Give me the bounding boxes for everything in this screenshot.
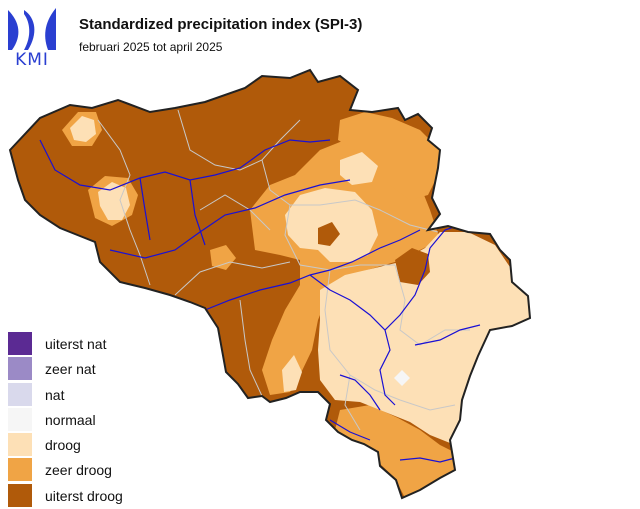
legend-swatch bbox=[8, 332, 32, 355]
legend-swatch bbox=[8, 407, 32, 431]
very-dry-zone-central-spot bbox=[210, 245, 236, 270]
dry-zone-coast bbox=[70, 116, 96, 142]
legend-swatch bbox=[8, 483, 32, 507]
legend-swatch bbox=[8, 433, 32, 457]
dry-zone-namur bbox=[282, 355, 302, 392]
dry-zone-west bbox=[98, 182, 130, 220]
normal-spot bbox=[394, 370, 410, 386]
very-dry-zone-south bbox=[335, 405, 460, 498]
legend-label: normaal bbox=[45, 411, 96, 428]
extreme-dry-spot-brabant bbox=[318, 222, 340, 246]
dry-zone-limburg bbox=[340, 152, 378, 185]
legend-swatch bbox=[8, 382, 32, 406]
legend-label: zeer droog bbox=[45, 462, 112, 479]
kmi-logo bbox=[6, 6, 58, 72]
map-subtitle: februari 2025 tot april 2025 bbox=[79, 40, 223, 54]
legend-label: uiterst droog bbox=[45, 487, 123, 504]
spi-map bbox=[9, 69, 531, 499]
rivers bbox=[39, 139, 481, 463]
legend-label: zeer nat bbox=[45, 361, 96, 378]
logo-text: KMI bbox=[15, 50, 49, 70]
extreme-dry-spot-liege bbox=[395, 248, 430, 285]
very-dry-zone-north bbox=[338, 112, 440, 200]
legend-swatch bbox=[8, 357, 32, 381]
province-borders bbox=[97, 109, 470, 431]
legend-label: nat bbox=[45, 386, 65, 403]
map-title: Standardized precipitation index (SPI-3) bbox=[79, 16, 363, 33]
legend-label: uiterst nat bbox=[45, 336, 107, 352]
dry-zone-wallonia bbox=[318, 232, 530, 445]
legend-label: droog bbox=[45, 437, 81, 454]
legend-swatch bbox=[8, 458, 32, 482]
